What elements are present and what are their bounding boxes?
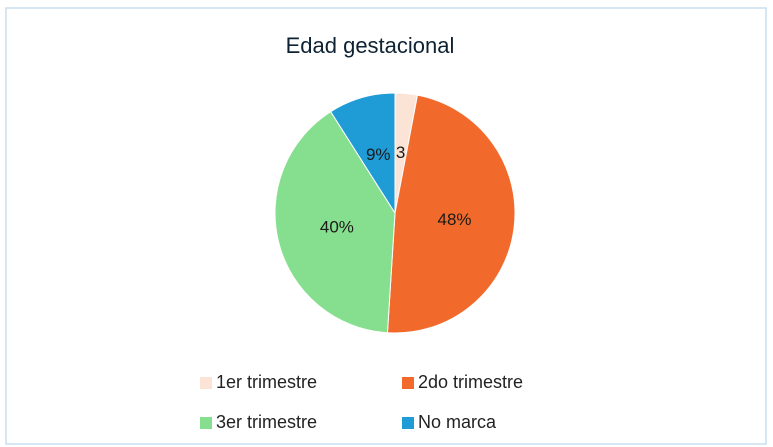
- legend-label: 1er trimestre: [216, 372, 317, 392]
- pie-slice: [386, 94, 516, 334]
- legend-swatch: [200, 417, 212, 429]
- legend-swatch: [402, 417, 414, 429]
- legend-label: 2do trimestre: [418, 372, 523, 392]
- data-label: 3: [396, 143, 405, 162]
- data-label: 9%: [366, 145, 391, 164]
- data-label: 40%: [320, 217, 354, 236]
- data-label: 48%: [438, 210, 472, 229]
- pie-slice: [274, 110, 396, 334]
- legend-label: 3er trimestre: [216, 412, 317, 432]
- legend-swatch: [200, 377, 212, 389]
- legend-swatch: [402, 377, 414, 389]
- pie-slice: [330, 92, 396, 215]
- chart-title: Edad gestacional: [286, 33, 455, 58]
- legend-label: No marca: [418, 412, 497, 432]
